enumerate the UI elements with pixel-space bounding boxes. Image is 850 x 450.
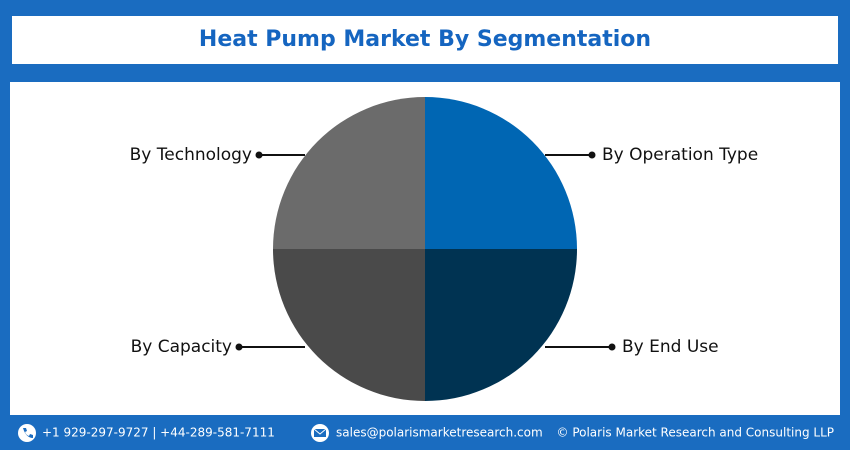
chart-title: Heat Pump Market By Segmentation xyxy=(199,27,651,52)
pie-slice xyxy=(273,97,425,249)
email-glyph xyxy=(314,429,326,437)
slice-label: By Operation Type xyxy=(602,145,758,165)
phone: +1 929-297-9727 | +44-289-581-7111 xyxy=(42,426,275,440)
pie-chart: By Operation Type By End Use By Capacity By… xyxy=(130,97,758,401)
leader-dot xyxy=(588,151,596,159)
phone-icon xyxy=(18,424,36,442)
email-flap xyxy=(313,428,327,435)
leader-dot xyxy=(255,151,263,159)
pie-slice xyxy=(425,249,577,401)
slice-label: By End Use xyxy=(622,337,719,357)
leader-dot xyxy=(235,343,243,351)
copyright: © Polaris Market Research and Consulting… xyxy=(557,426,835,440)
email: sales@polarismarketresearch.com xyxy=(336,426,543,440)
slice-label: By Capacity xyxy=(131,337,232,357)
pie-slice xyxy=(273,249,425,401)
slice-label: By Technology xyxy=(130,145,252,165)
title-box xyxy=(12,16,838,64)
leader-dot xyxy=(608,343,616,351)
phone-glyph xyxy=(23,428,33,438)
pie-slice xyxy=(425,97,577,249)
